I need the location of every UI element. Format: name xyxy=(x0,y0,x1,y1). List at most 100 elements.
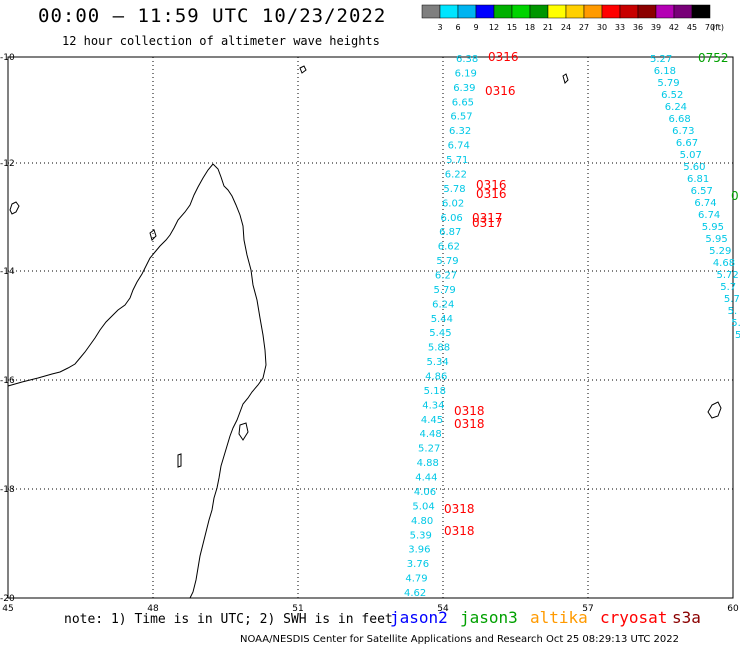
wave-height-label: 6.81 xyxy=(687,174,709,185)
wave-height-label: 4.79 xyxy=(405,574,427,585)
wave-height-label: 4.62 xyxy=(404,588,426,599)
wave-height-label: 5. xyxy=(731,318,740,329)
lat-tick-label: -20 xyxy=(0,594,15,604)
lat-tick-label: -18 xyxy=(0,485,15,495)
comoros-island xyxy=(9,201,20,215)
legend-swatch xyxy=(583,4,603,19)
footer-credit: NOAA/NESDIS Center for Satellite Applica… xyxy=(240,634,679,645)
altimeter-tracks: 6.38 6.19 6.39 6.65 6.57 6.32 6.74 5.71 6.22 5.78… xyxy=(404,50,740,599)
wave-height-label: 4.88 xyxy=(417,458,439,469)
wave-height-label: 6.74 xyxy=(694,198,716,209)
legend-tick-label: 15 xyxy=(507,23,517,32)
wave-height-label: 5.44 xyxy=(431,314,453,325)
legend-swatch xyxy=(457,4,477,19)
satellite-s3a: s3a xyxy=(672,608,701,627)
wave-height-label: 6.67 xyxy=(676,138,698,149)
wave-height-label: 5.71 xyxy=(446,155,468,166)
wave-height-label: 5.18 xyxy=(424,386,446,397)
legend-swatch xyxy=(673,4,693,19)
lon-tick-label: 51 xyxy=(292,604,303,614)
satellite-altika: altika xyxy=(530,608,588,627)
lon-tick-label: 45 xyxy=(2,604,13,614)
lon-tick-label: 48 xyxy=(147,604,159,614)
wave-height-label: 4.80 xyxy=(411,516,433,527)
wave-height-label: 5.04 xyxy=(412,501,434,512)
wave-height-label: 6.06 xyxy=(441,213,463,224)
legend-swatch xyxy=(493,4,513,19)
footer-note: note: 1) Time is in UTC; 2) SWH is in fe… xyxy=(64,612,393,627)
wave-height-label: 6.57 xyxy=(691,186,713,197)
wave-height-label: 5.45 xyxy=(429,328,451,339)
pass-time-label: 0318 xyxy=(454,404,485,418)
coastline xyxy=(7,65,722,599)
legend-swatch xyxy=(529,4,549,19)
wave-height-label: 5.07 xyxy=(680,150,702,161)
wave-height-label: 6.24 xyxy=(432,299,454,310)
pass-time-label: 0752 xyxy=(698,51,729,65)
wave-height-label: 5.79 xyxy=(436,256,458,267)
wave-height-label: 6.24 xyxy=(665,102,687,113)
legend-swatch xyxy=(439,4,459,19)
mauritius-island xyxy=(707,401,722,419)
pass-time-label: 0317 xyxy=(472,211,503,225)
legend-swatch xyxy=(619,4,639,19)
legend-swatch xyxy=(565,4,585,19)
wave-height-label: 5.95 xyxy=(705,234,727,245)
madagascar-west-coast xyxy=(7,163,214,387)
legend-tick-label: 12 xyxy=(489,23,499,32)
wave-height-label: 6.74 xyxy=(448,141,470,152)
legend-swatch xyxy=(601,4,621,19)
wave-height-label: 4.06 xyxy=(414,487,436,498)
legend-tick-label: 39 xyxy=(651,23,661,32)
legend-tick-label: 45 xyxy=(687,23,697,32)
wave-height-label: 5.95 xyxy=(702,222,724,233)
legend-swatch xyxy=(655,4,675,19)
pass-time-label: 0316 xyxy=(485,84,516,98)
islet-2 xyxy=(562,73,569,84)
pass-time-label: 0318 xyxy=(454,417,485,431)
wave-height-label: 5.78 xyxy=(443,184,465,195)
wave-height-label: 5.27 xyxy=(650,54,672,65)
wave-height-label: 5.27 xyxy=(418,444,440,455)
legend-swatch xyxy=(475,4,495,19)
wave-height-label: 6.57 xyxy=(450,112,472,123)
legend-tick-label: 27 xyxy=(579,23,589,32)
map-frame xyxy=(7,56,734,599)
satellite-jason2: jason2 xyxy=(390,608,448,627)
pass-time-label: 0317 xyxy=(472,216,503,230)
madagascar-coastline xyxy=(189,163,267,599)
wave-height-label: 6.39 xyxy=(453,83,475,94)
legend-tick-label: 3 xyxy=(437,23,442,32)
wave-height-label: 5 xyxy=(735,330,740,341)
wave-height-label: 4.86 xyxy=(425,372,447,383)
islet-4 xyxy=(238,422,249,441)
wave-height-label: 6.19 xyxy=(455,68,477,79)
wave-height-label: 6.52 xyxy=(661,90,683,101)
islet xyxy=(299,65,307,74)
lat-tick-label: -12 xyxy=(0,159,15,169)
pass-time-label: 0318 xyxy=(444,502,475,516)
legend-swatch xyxy=(421,4,441,19)
wave-height-label: 6.22 xyxy=(445,169,467,180)
legend-tick-label: 24 xyxy=(561,23,571,32)
legend-swatch xyxy=(511,4,531,19)
legend-tick-label: 33 xyxy=(615,23,625,32)
lon-tick-label: 60 xyxy=(727,604,739,614)
lat-lon-grid xyxy=(8,57,733,598)
mayotte-island xyxy=(149,229,157,241)
lon-tick-label: 54 xyxy=(437,604,449,614)
page-subtitle: 12 hour collection of altimeter wave hei… xyxy=(62,34,380,48)
pass-time-label: 0316 xyxy=(476,178,507,192)
legend-tick-label: 36 xyxy=(633,23,643,32)
wave-height-label: 5.29 xyxy=(709,246,731,257)
wave-height-label: 4.45 xyxy=(421,415,443,426)
color-legend: 3 6 9 12 15 18 21 24 27 30 33 36 39 42 45 70(ft) xyxy=(421,4,724,32)
wave-height-label: 5.7 xyxy=(724,294,740,305)
wave-height-label: 6.62 xyxy=(438,242,460,253)
legend-tick-label: 6 xyxy=(455,23,460,32)
wave-height-label: 5.72 xyxy=(717,270,739,281)
legend-swatch xyxy=(691,4,711,19)
legend-unit-label: (ft) xyxy=(712,23,724,32)
legend-tick-label: 18 xyxy=(525,23,535,32)
wave-height-label: 5.60 xyxy=(683,162,705,173)
